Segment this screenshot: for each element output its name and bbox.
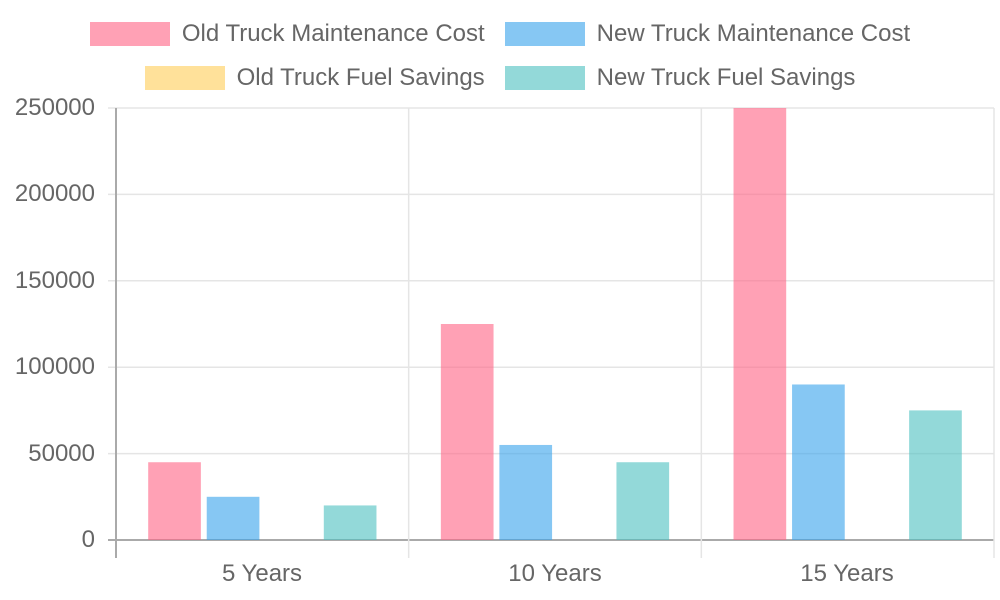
legend-swatch <box>504 66 585 90</box>
x-tick-label: 15 Years <box>800 560 894 587</box>
bar <box>499 444 553 540</box>
bar <box>616 462 670 540</box>
legend-label: New Truck Fuel Savings <box>596 64 856 91</box>
legend-label: Old Truck Fuel Savings <box>236 64 485 91</box>
y-tick-label: 50000 <box>28 440 95 467</box>
legend-item-new-maintenance[interactable]: New Truck Maintenance Cost <box>504 20 911 48</box>
bar <box>733 108 787 540</box>
bar <box>792 384 845 540</box>
bar <box>909 410 962 540</box>
y-tick-label: 100000 <box>14 353 95 380</box>
legend-label: New Truck Maintenance Cost <box>596 20 911 47</box>
y-tick-label: 200000 <box>14 180 95 207</box>
x-tick-label: 5 Years <box>221 560 303 587</box>
legend-swatch <box>144 66 225 90</box>
bar <box>440 324 494 540</box>
y-tick-label: 150000 <box>14 267 95 294</box>
legend-row-1: Old Truck Maintenance Cost New Truck Mai… <box>0 20 1000 48</box>
y-tick-label: 0 <box>81 526 95 553</box>
legend-item-new-fuel[interactable]: New Truck Fuel Savings <box>504 64 856 92</box>
legend-label: Old Truck Maintenance Cost <box>181 20 485 47</box>
legend-item-old-fuel[interactable]: Old Truck Fuel Savings <box>144 64 485 92</box>
legend-item-old-maintenance[interactable]: Old Truck Maintenance Cost <box>89 20 485 48</box>
legend-row-2: Old Truck Fuel Savings New Truck Fuel Sa… <box>0 64 1000 92</box>
bar <box>323 505 377 540</box>
bar <box>148 462 201 540</box>
y-tick-label: 250000 <box>14 94 95 121</box>
legend-swatch <box>89 22 170 46</box>
legend-swatch <box>504 22 585 46</box>
x-tick-label: 10 Years <box>508 560 602 587</box>
bar <box>206 496 260 540</box>
